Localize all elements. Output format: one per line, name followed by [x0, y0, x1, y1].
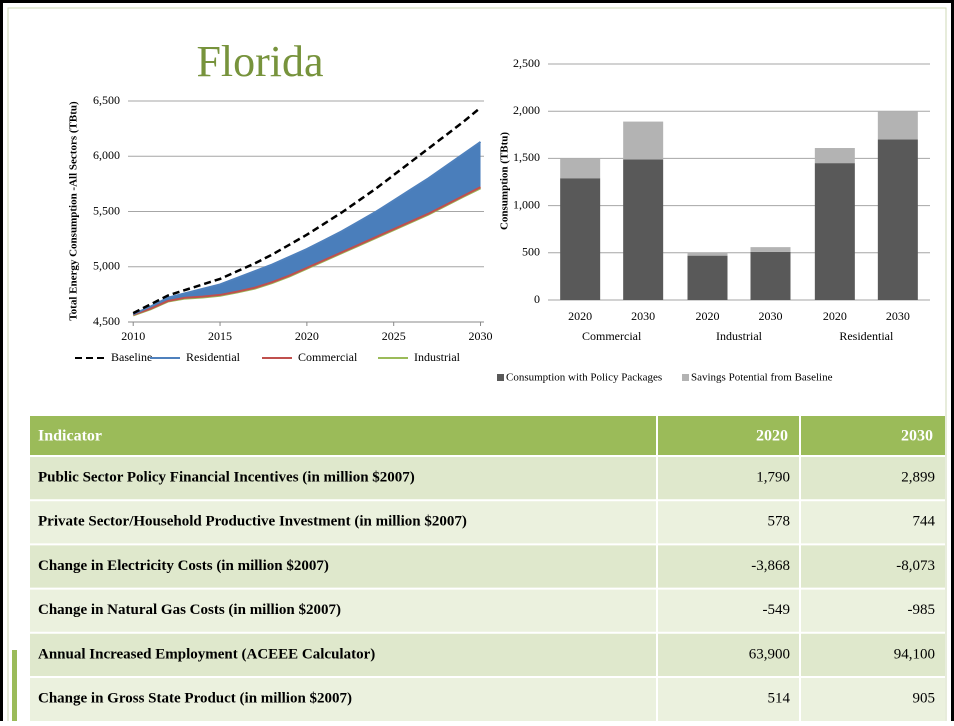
y-tick-label: 2,000 [513, 103, 540, 117]
table-cell: Change in Gross State Product (in millio… [38, 691, 352, 707]
y-tick-label: 6,000 [93, 148, 120, 162]
slide: Florida Total Energy Consumption -All Se… [0, 0, 954, 721]
table-cell: Change in Natural Gas Costs (in million … [38, 602, 341, 618]
table-cell: -3,868 [751, 558, 790, 574]
group-label: Commercial [582, 329, 642, 343]
group-label: Residential [839, 329, 894, 343]
table-cell: Private Sector/Household Productive Inve… [38, 514, 467, 530]
table-cell: Change in Electricity Costs (in million … [38, 558, 329, 574]
y-tick-label: 0 [534, 292, 540, 306]
table-cell: -985 [908, 602, 936, 618]
x-tick-label: 2025 [382, 329, 406, 343]
y-axis-label: Total Energy Consumption -All Sectors (T… [68, 101, 80, 321]
legend-swatch [497, 374, 504, 381]
x-tick-label: 2030 [469, 329, 493, 343]
x-tick-label: 2030 [631, 309, 655, 323]
bar [560, 178, 600, 300]
bar [623, 122, 663, 160]
y-tick-label: 2,500 [513, 56, 540, 70]
bar [751, 247, 791, 252]
table-cell: 514 [768, 691, 791, 707]
x-tick-label: 2020 [295, 329, 319, 343]
x-tick-label: 2010 [121, 329, 145, 343]
table-cell: Public Sector Policy Financial Incentive… [38, 470, 415, 486]
bar [623, 159, 663, 300]
bar [878, 111, 918, 139]
line [133, 142, 480, 314]
legend-label: Consumption with Policy Packages [506, 372, 662, 384]
x-tick-label: 2030 [886, 309, 910, 323]
y-axis-label: Consumption (TBtu) [499, 132, 511, 230]
y-tick-label: 5,000 [93, 259, 120, 273]
y-tick-label: 5,500 [93, 203, 120, 217]
x-tick-label: 2020 [696, 309, 720, 323]
bar [688, 253, 728, 256]
header-cell: 2030 [901, 428, 933, 445]
table-cell: -8,073 [896, 558, 935, 574]
legend-label: Industrial [414, 350, 461, 364]
accent [12, 650, 17, 721]
legend-label: Commercial [298, 350, 358, 364]
x-tick-label: 2015 [208, 329, 232, 343]
table-cell: 2,899 [901, 470, 935, 486]
header-cell: 2020 [756, 428, 788, 445]
legend-label: Savings Potential from Baseline [691, 372, 833, 384]
bar [688, 256, 728, 300]
table-cell: 94,100 [894, 646, 935, 662]
x-tick-label: 2020 [823, 309, 847, 323]
y-tick-label: 1,500 [513, 150, 540, 164]
group-label: Industrial [716, 329, 763, 343]
y-tick-label: 1,000 [513, 197, 540, 211]
table-header [30, 416, 945, 456]
x-tick-label: 2020 [568, 309, 592, 323]
table-cell: 578 [768, 514, 791, 530]
table-cell: 744 [913, 514, 936, 530]
y-tick-label: 4,500 [93, 314, 120, 328]
header-cell: Indicator [38, 428, 102, 445]
table-cell: 905 [913, 691, 936, 707]
table-cell: 1,790 [756, 470, 790, 486]
table-cell: 63,900 [749, 646, 790, 662]
y-tick-label: 6,500 [93, 93, 120, 107]
bar [815, 148, 855, 163]
table-cell: -549 [763, 602, 791, 618]
legend-swatch [682, 374, 689, 381]
bar [878, 140, 918, 300]
legend-label: Baseline [111, 350, 152, 364]
table-cell: Annual Increased Employment (ACEEE Calcu… [38, 646, 375, 662]
bar [815, 163, 855, 300]
legend-label: Residential [186, 350, 241, 364]
bar [751, 252, 791, 300]
x-tick-label: 2030 [759, 309, 783, 323]
bar [560, 158, 600, 178]
y-tick-label: 500 [522, 245, 540, 259]
slide-title: Florida [196, 37, 323, 86]
